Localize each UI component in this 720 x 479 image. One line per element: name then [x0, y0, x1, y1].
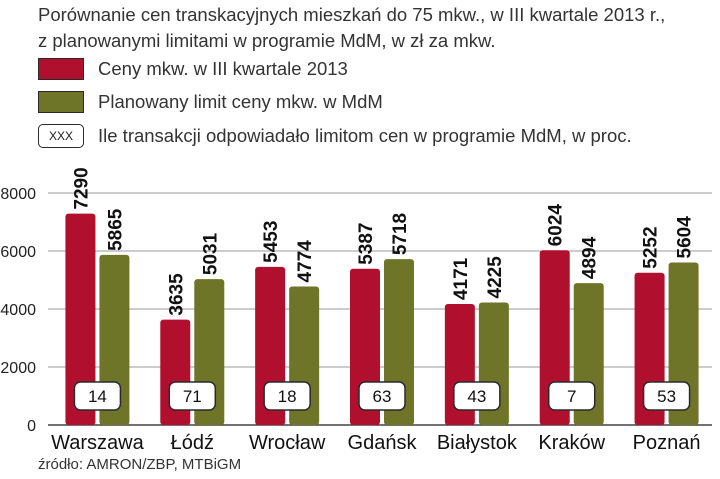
share-value: 71 — [183, 387, 202, 406]
share-value: 18 — [278, 387, 297, 406]
bar-price — [65, 213, 96, 425]
legend-box-marker: XXX — [38, 124, 84, 148]
value-label-price: 5252 — [641, 226, 662, 268]
value-label-price: 5453 — [261, 221, 282, 263]
share-value: 14 — [88, 387, 107, 406]
chart-title: Porównanie cen transkacyjnych mieszkań d… — [38, 2, 718, 54]
value-label-limit: 5718 — [390, 213, 411, 255]
share-value: 53 — [657, 387, 676, 406]
y-tick-label: 4000 — [0, 302, 36, 319]
share-box — [358, 381, 406, 411]
x-tick-label: Białystok — [437, 432, 518, 454]
share-box — [453, 381, 501, 411]
y-tick-label: 0 — [27, 418, 36, 435]
share-box — [642, 381, 691, 411]
x-tick-label: Łódź — [171, 432, 214, 454]
legend-item-prices: Ceny mkw. w III kwartale 2013 — [38, 56, 348, 82]
share-box — [263, 381, 311, 411]
legend-label-limit: Planowany limit ceny mkw. w MdM — [98, 91, 383, 112]
legend-item-share: XXX Ile transakcji odpowiadało limitom c… — [38, 123, 632, 149]
y-tick-label: 8000 — [0, 186, 36, 203]
share-value: 43 — [467, 387, 486, 406]
legend-label-share: Ile transakcji odpowiadało limitom cen w… — [98, 125, 632, 146]
legend-item-limit: Planowany limit ceny mkw. w MdM — [38, 89, 383, 115]
value-label-limit: 4774 — [295, 240, 316, 283]
x-tick-label: Warszawa — [51, 432, 144, 454]
value-label-limit: 5604 — [675, 216, 696, 259]
value-label-price: 3635 — [166, 273, 187, 316]
value-label-limit: 4225 — [485, 256, 506, 299]
share-box — [73, 381, 122, 411]
y-tick-label: 2000 — [0, 360, 36, 377]
value-label-limit: 5865 — [105, 208, 126, 251]
y-tick-label: 6000 — [0, 244, 36, 261]
value-label-price: 7290 — [71, 167, 92, 209]
share-box — [547, 381, 596, 411]
x-tick-label: Gdańsk — [348, 432, 418, 454]
title-line-2: z planowanymi limitami w programie MdM, … — [38, 30, 496, 51]
share-value: 63 — [373, 387, 392, 406]
value-label-price: 6024 — [546, 204, 567, 247]
x-tick-label: Kraków — [538, 432, 605, 454]
share-value: 7 — [567, 387, 576, 406]
title-line-1: Porównanie cen transkacyjnych mieszkań d… — [38, 4, 666, 25]
legend-label-prices: Ceny mkw. w III kwartale 2013 — [98, 58, 348, 79]
value-label-limit: 4894 — [580, 236, 601, 279]
x-tick-label: Poznań — [633, 432, 701, 454]
share-box — [168, 381, 217, 411]
source-note: źródło: AMRON/ZBP, MTBiGM — [38, 456, 242, 473]
value-label-price: 5387 — [356, 222, 377, 264]
legend-swatch-limit — [38, 91, 84, 113]
legend-swatch-prices — [38, 58, 84, 80]
value-label-limit: 5031 — [200, 232, 221, 275]
value-label-price: 4171 — [451, 257, 472, 300]
x-tick-label: Wrocław — [249, 432, 326, 454]
